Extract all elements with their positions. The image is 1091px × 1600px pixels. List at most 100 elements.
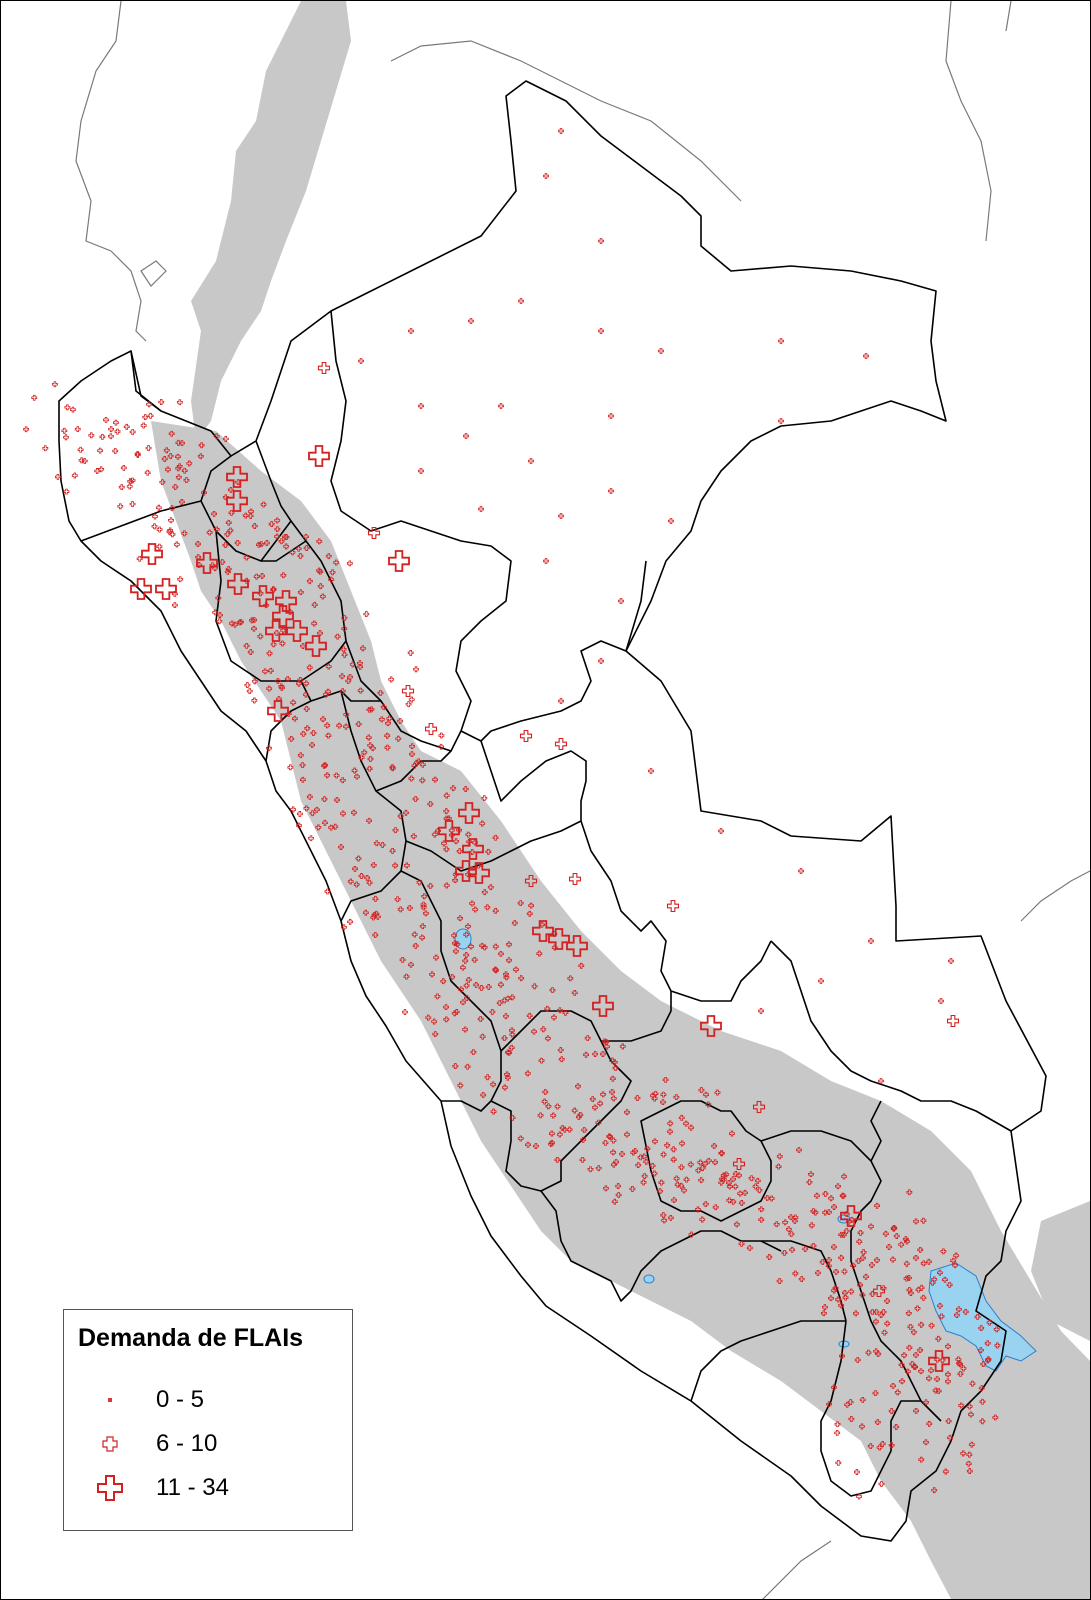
demand-symbol [957, 1361, 963, 1368]
demand-symbol [986, 1319, 993, 1326]
demand-symbol [222, 542, 229, 549]
demand-symbol [923, 1439, 929, 1446]
demand-symbol [952, 1262, 958, 1269]
demand-symbol [554, 1103, 561, 1110]
demand-symbol [479, 1033, 486, 1040]
demand-symbol [886, 1244, 892, 1250]
demand-symbol [826, 1257, 832, 1263]
demand-symbol [993, 1326, 1000, 1333]
demand-symbol [118, 484, 125, 491]
demand-symbol [600, 1051, 606, 1057]
demand-symbol [752, 1183, 759, 1190]
demand-symbol [966, 1468, 973, 1474]
demand-symbol [673, 1175, 680, 1182]
demand-symbol [906, 1344, 913, 1351]
demand-symbol [496, 1000, 503, 1006]
demand-symbol [274, 517, 281, 524]
demand-symbol [286, 620, 308, 642]
demand-symbol [266, 685, 273, 692]
demand-symbol [931, 1487, 938, 1494]
demand-symbol [468, 318, 474, 324]
demand-symbol [341, 651, 348, 658]
demand-symbol [266, 650, 273, 657]
demand-symbol [509, 1031, 516, 1038]
demand-symbol [863, 353, 869, 359]
demand-symbol [300, 643, 306, 649]
demand-symbol [764, 1195, 771, 1201]
demand-symbol [670, 1156, 677, 1163]
demand-symbol [969, 1380, 976, 1387]
demand-symbol [469, 900, 476, 907]
demand-symbol [246, 688, 253, 694]
demand-symbol [666, 899, 680, 913]
demand-symbol [497, 981, 504, 988]
demand-symbol [367, 742, 374, 749]
demand-symbol [321, 762, 328, 769]
demand-symbol [263, 540, 270, 546]
demand-symbol [373, 840, 380, 847]
demand-symbol [452, 877, 459, 884]
demand-symbol [465, 831, 472, 838]
demand-symbol [802, 1246, 809, 1252]
demand-symbol [225, 519, 232, 526]
demand-symbol [597, 1100, 604, 1107]
demand-symbol [227, 573, 249, 595]
demand-symbol [401, 684, 415, 698]
demand-symbol [472, 906, 479, 913]
demand-symbol [273, 630, 280, 636]
demand-symbol [528, 458, 534, 464]
demand-symbol [408, 775, 415, 782]
demand-symbol [450, 785, 457, 792]
demand-symbol [649, 1162, 656, 1169]
demand-symbol [928, 1322, 935, 1329]
demand-symbol [859, 1396, 866, 1403]
demand-symbol [487, 884, 494, 891]
demand-symbol [451, 1010, 458, 1017]
demand-symbol [561, 1126, 568, 1133]
demand-symbol [375, 913, 381, 920]
demand-symbol [303, 533, 309, 540]
demand-symbol [893, 1233, 900, 1239]
demand-symbol [341, 615, 348, 621]
demand-symbol [489, 1009, 496, 1015]
demand-symbol [452, 940, 458, 947]
demand-symbol [501, 997, 508, 1004]
demand-symbol [366, 817, 372, 824]
demand-symbol [432, 776, 438, 783]
demand-symbol [660, 1212, 667, 1219]
demand-symbol [558, 1056, 565, 1063]
demand-symbol [831, 1384, 837, 1391]
demand-symbol [859, 1255, 866, 1261]
demand-symbol [920, 1294, 927, 1301]
demand-symbol [611, 1198, 618, 1205]
demand-symbol [372, 895, 379, 902]
demand-symbol [408, 328, 414, 334]
demand-symbol [129, 429, 136, 435]
demand-symbol [610, 1149, 617, 1156]
demand-symbol [306, 793, 313, 800]
demand-symbol [758, 1216, 765, 1223]
demand-symbol [213, 526, 220, 533]
demand-symbol [477, 1016, 484, 1022]
demand-symbol [873, 1348, 880, 1355]
demand-symbol [664, 1142, 671, 1149]
demand-symbol [884, 1320, 891, 1327]
demand-symbol [673, 1094, 680, 1101]
demand-symbol [317, 568, 324, 575]
demand-symbol [490, 1081, 497, 1088]
demand-symbol [865, 1349, 872, 1356]
demand-symbol [339, 673, 345, 680]
demand-symbol [473, 982, 480, 988]
demand-symbol [284, 676, 291, 682]
demand-symbol [413, 666, 419, 673]
demand-symbol [859, 1292, 866, 1298]
demand-symbol [325, 553, 332, 560]
demand-symbol [766, 1254, 773, 1260]
demand-symbol [918, 1368, 924, 1375]
demand-symbol [262, 668, 268, 675]
demand-symbol [343, 711, 350, 718]
demand-symbol [726, 1183, 733, 1190]
demand-symbol [980, 1361, 987, 1368]
demand-symbol [609, 1075, 616, 1082]
demand-symbol [443, 1016, 450, 1023]
